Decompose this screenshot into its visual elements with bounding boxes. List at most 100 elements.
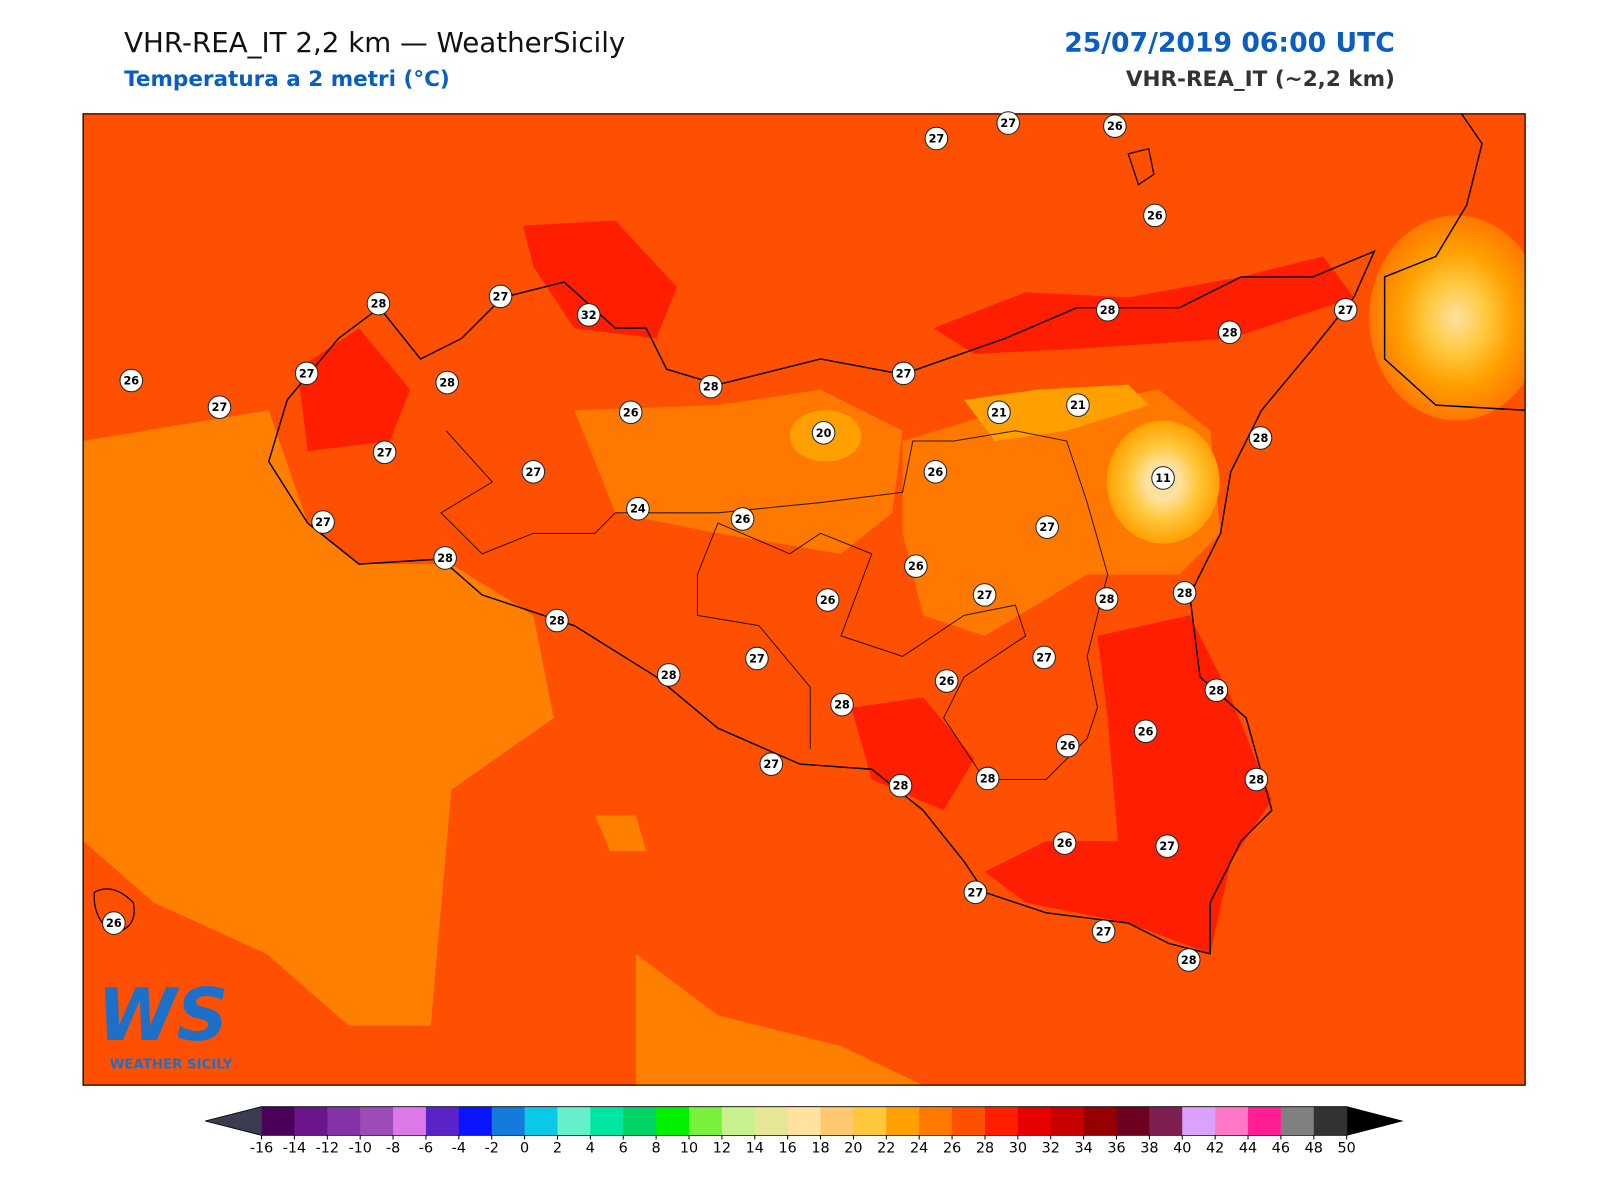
station-value: 27 — [763, 758, 779, 771]
station-value: 27 — [1036, 651, 1052, 664]
station-marker — [745, 646, 769, 671]
station-marker — [433, 546, 457, 570]
station-marker — [1204, 678, 1229, 703]
station-value: 27 — [968, 886, 984, 899]
station-value: 21 — [1070, 399, 1086, 412]
station-marker — [435, 370, 459, 395]
colorbar-bin — [623, 1106, 657, 1136]
colorbar-tick-label: -4 — [452, 1141, 466, 1157]
station-value: 28 — [834, 699, 850, 712]
station-marker — [888, 773, 913, 798]
colorbar-tick-label: 34 — [1074, 1141, 1092, 1157]
logo-mark: WS — [97, 973, 228, 1057]
station-value: 28 — [661, 669, 677, 682]
station-value: 27 — [493, 290, 509, 303]
station-marker — [366, 291, 391, 316]
station-marker — [545, 608, 569, 633]
station-marker — [1143, 203, 1167, 228]
station-value: 26 — [623, 406, 639, 419]
station-value: 26 — [735, 513, 751, 526]
station-value: 28 — [1222, 326, 1238, 339]
colorbar: -16 -14 -12 -10 -8 -6 -4 -2 0 2 4 6 8 10 12 14 16 18 20 22 2… — [205, 1106, 1404, 1157]
station-marker — [924, 126, 949, 151]
colorbar-tick-label: -10 — [348, 1141, 371, 1157]
colorbar-bin — [360, 1106, 394, 1136]
subtitle: Temperatura a 2 metri (°C) — [124, 67, 450, 92]
station-value: 28 — [893, 780, 909, 793]
station-marker — [1094, 587, 1119, 611]
station-marker — [207, 395, 232, 419]
station-marker — [996, 111, 1020, 135]
station-marker — [1133, 719, 1158, 744]
station-value: 28 — [549, 615, 565, 628]
colorbar-bin — [458, 1106, 493, 1136]
colorbar-bin — [853, 1106, 887, 1136]
map: WS WEATHER SICILY — [83, 113, 1526, 1086]
colorbar-tick-label: 4 — [586, 1141, 595, 1157]
station-marker — [963, 880, 988, 905]
colorbar-bin — [1149, 1106, 1183, 1136]
colorbar-tick-label: 48 — [1305, 1141, 1323, 1157]
colorbar-tick-label: 10 — [680, 1141, 698, 1157]
station-value: 24 — [630, 503, 646, 516]
station-marker — [1217, 320, 1242, 345]
colorbar-tick-label: 30 — [1009, 1141, 1027, 1157]
station-value: 27 — [896, 367, 912, 380]
colorbar-bin — [327, 1106, 361, 1136]
station-marker — [488, 284, 513, 309]
station-marker — [811, 421, 836, 445]
station-marker — [815, 588, 840, 612]
station-value: 32 — [581, 309, 597, 322]
colorbar-tick-label: 2 — [553, 1141, 562, 1157]
colorbar-tick-label: 0 — [520, 1141, 529, 1157]
station-marker — [730, 507, 755, 531]
station-value: 26 — [939, 675, 955, 688]
station-marker — [1091, 919, 1116, 944]
colorbar-tick-label: 40 — [1173, 1141, 1191, 1157]
station-value: 26 — [1138, 725, 1154, 738]
station-value: 26 — [908, 560, 924, 573]
station-marker — [891, 361, 916, 386]
station-value: 27 — [1000, 117, 1016, 130]
station-value: 27 — [525, 466, 541, 479]
station-marker — [1103, 114, 1127, 138]
station-marker — [1035, 515, 1059, 539]
colorbar-tick-label: 16 — [779, 1141, 797, 1157]
colorbar-tick-label: 44 — [1239, 1141, 1257, 1157]
logo-text: WEATHER SICILY — [110, 1058, 233, 1073]
station-value: 26 — [1060, 740, 1076, 753]
station-marker — [1244, 767, 1269, 792]
colorbar-tick-label: -14 — [283, 1141, 306, 1157]
colorbar-tick-label: 42 — [1206, 1141, 1224, 1157]
title: VHR-REA_IT 2,2 km — WeatherSicily — [124, 26, 625, 59]
station-value: 21 — [991, 406, 1007, 419]
station-value: 28 — [1253, 432, 1269, 445]
date: 25/07/2019 06:00 UTC — [1064, 28, 1395, 59]
station-value: 26 — [1107, 120, 1123, 133]
station-value: 27 — [1096, 925, 1112, 938]
station-value: 27 — [1338, 304, 1354, 317]
station-value: 27 — [377, 446, 393, 459]
colorbar-bin — [787, 1106, 822, 1136]
colorbar-tick-label: 14 — [746, 1141, 764, 1157]
colorbar-tick-label: 38 — [1140, 1141, 1158, 1157]
colorbar-tick-label: 26 — [943, 1141, 961, 1157]
station-value: 28 — [439, 377, 455, 390]
station-marker — [923, 460, 948, 484]
colorbar-tick-label: 28 — [976, 1141, 994, 1157]
station-marker — [311, 510, 335, 534]
station-value: 28 — [980, 772, 996, 785]
model: VHR-REA_IT (~2,2 km) — [1126, 67, 1395, 92]
colorbar-tick-label: 22 — [877, 1141, 895, 1157]
station-marker — [521, 460, 546, 484]
station-marker — [656, 663, 681, 687]
station-marker — [372, 440, 397, 465]
colorbar-under — [205, 1106, 262, 1136]
station-value: 20 — [816, 427, 832, 440]
station-marker — [904, 554, 928, 578]
colorbar-bin — [919, 1106, 953, 1136]
colorbar-bin — [524, 1106, 558, 1136]
colorbar-bin — [491, 1106, 526, 1136]
colorbar-tick-label: -12 — [316, 1141, 339, 1157]
colorbar-bin — [261, 1106, 295, 1136]
